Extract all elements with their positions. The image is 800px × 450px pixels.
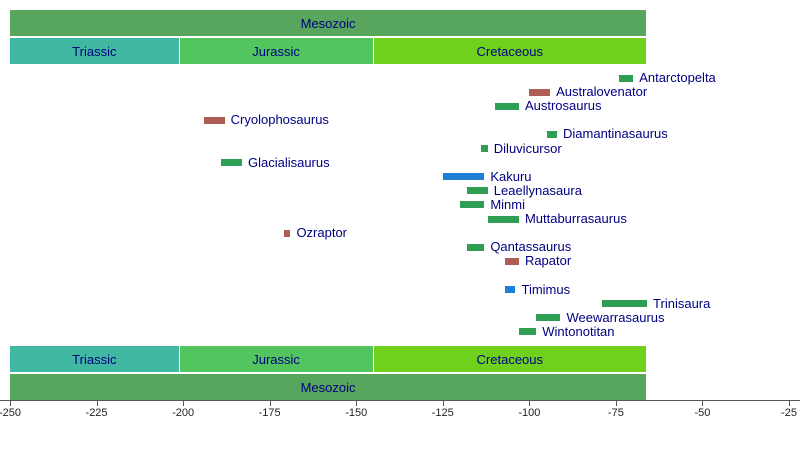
- taxon-label-wintonotitan[interactable]: Wintonotitan: [542, 323, 615, 339]
- taxon-label-leaellynasaura[interactable]: Leaellynasaura: [493, 182, 582, 198]
- period-band-label-jurassic: Jurassic: [252, 43, 300, 59]
- axis-tick-label--25: -25: [781, 407, 797, 419]
- era-band-label-mesozoic: Mesozoic: [300, 379, 356, 395]
- taxon-label-trinisaura[interactable]: Trinisaura: [653, 295, 711, 311]
- taxon-label-antarctopelta[interactable]: Antarctopelta: [639, 70, 716, 85]
- taxon-label-ozraptor[interactable]: Ozraptor: [296, 225, 348, 241]
- taxon-bar-glacialisaurus: [221, 159, 242, 167]
- taxon-label-timimus[interactable]: Timimus: [521, 281, 571, 297]
- taxon-bar-trinisaura: [602, 300, 648, 308]
- taxon-label-austrosaurus[interactable]: Austrosaurus: [524, 98, 602, 114]
- period-band-jurassic: Jurassic: [179, 38, 373, 64]
- taxon-label-rapator[interactable]: Rapator: [524, 253, 572, 269]
- period-band-label-triassic: Triassic: [72, 43, 117, 59]
- period-band-label-cretaceous: Cretaceous: [476, 43, 544, 59]
- taxon-label-qantassaurus[interactable]: Qantassaurus: [490, 239, 572, 255]
- taxon-label-muttaburrasaurus[interactable]: Muttaburrasaurus: [524, 211, 627, 226]
- era-band-mesozoic: Mesozoic: [10, 374, 647, 400]
- taxon-bar-kakuru: [442, 173, 485, 181]
- period-band-jurassic: Jurassic: [179, 346, 373, 372]
- x-axis-line: [0, 400, 800, 401]
- taxon-label-kakuru[interactable]: Kakuru: [490, 168, 532, 184]
- axis-tick--225: [96, 400, 98, 406]
- axis-tick-label--175: -175: [258, 407, 281, 419]
- taxon-bar-leaellynasaura: [467, 187, 488, 195]
- taxon-label-diluvicursor[interactable]: Diluvicursor: [493, 140, 562, 156]
- taxon-bar-antarctopelta: [619, 74, 634, 82]
- taxon-label-cryolophosaurus[interactable]: Cryolophosaurus: [230, 112, 329, 128]
- taxon-label-weewarrasaurus[interactable]: Weewarrasaurus: [566, 309, 665, 325]
- taxon-bar-minmi: [460, 201, 485, 209]
- axis-tick-label--100: -100: [518, 407, 541, 419]
- taxon-bar-diluvicursor: [480, 145, 488, 152]
- taxon-label-diamantinasaurus[interactable]: Diamantinasaurus: [563, 126, 668, 142]
- taxon-bar-australovenator: [529, 88, 551, 96]
- period-band-triassic: Triassic: [10, 346, 179, 372]
- taxon-label-australovenator[interactable]: Australovenator: [556, 84, 648, 100]
- axis-tick--50: [702, 400, 704, 406]
- axis-tick--150: [356, 400, 358, 406]
- axis-tick-label--125: -125: [431, 407, 454, 419]
- period-band-label-triassic: Triassic: [72, 351, 117, 367]
- axis-tick-label--200: -200: [172, 407, 195, 419]
- taxon-bar-wintonotitan: [518, 328, 537, 336]
- axis-tick-label--225: -225: [85, 407, 108, 419]
- era-band-mesozoic: Mesozoic: [10, 10, 647, 36]
- period-band-cretaceous: Cretaceous: [373, 38, 647, 64]
- axis-tick--250: [10, 400, 11, 406]
- taxon-label-minmi[interactable]: Minmi: [490, 196, 525, 212]
- taxon-bar-austrosaurus: [494, 102, 519, 110]
- period-band-label-cretaceous: Cretaceous: [476, 351, 544, 367]
- axis-tick--200: [183, 400, 185, 406]
- axis-tick--125: [442, 400, 444, 406]
- axis-tick-label--75: -75: [607, 407, 624, 419]
- period-band-cretaceous: Cretaceous: [373, 346, 647, 372]
- axis-tick--100: [529, 400, 531, 406]
- taxon-bar-timimus: [505, 286, 516, 293]
- taxon-bar-ozraptor: [283, 229, 291, 237]
- axis-tick-label--250: -250: [0, 407, 22, 419]
- period-band-triassic: Triassic: [10, 38, 179, 64]
- taxon-bar-diamantinasaurus: [546, 130, 558, 138]
- taxon-bar-cryolophosaurus: [203, 116, 225, 124]
- taxon-bar-rapator: [505, 257, 519, 265]
- taxon-bar-weewarrasaurus: [536, 314, 561, 322]
- axis-tick-label--50: -50: [694, 407, 711, 419]
- era-band-label-mesozoic: Mesozoic: [300, 15, 356, 31]
- period-band-label-jurassic: Jurassic: [252, 351, 300, 367]
- taxon-bar-qantassaurus: [467, 243, 485, 251]
- axis-tick--25: [789, 400, 790, 406]
- axis-tick--75: [615, 400, 617, 406]
- taxon-label-glacialisaurus[interactable]: Glacialisaurus: [247, 154, 330, 170]
- axis-tick--175: [269, 400, 271, 406]
- taxon-bar-muttaburrasaurus: [487, 215, 519, 223]
- axis-tick-label--150: -150: [345, 407, 368, 419]
